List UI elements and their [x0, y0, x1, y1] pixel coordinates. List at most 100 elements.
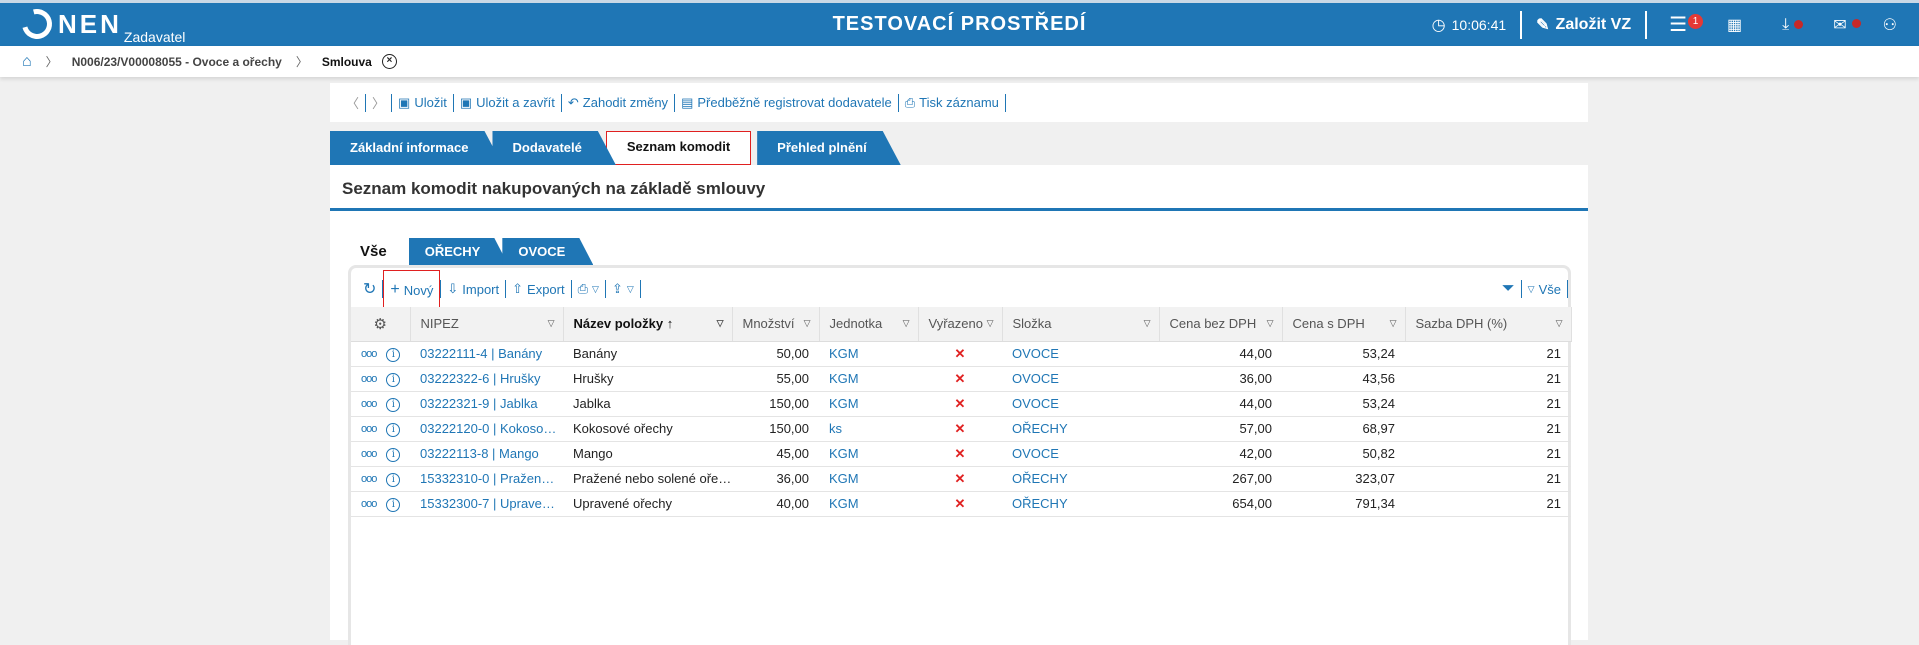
more-icon[interactable]: ooo [361, 498, 377, 510]
download-button[interactable]: ⤓ [1760, 16, 1811, 34]
category-link[interactable]: OVOCE [1002, 391, 1159, 417]
more-icon[interactable]: ooo [361, 423, 377, 435]
vat-rate: 21 [1405, 341, 1571, 367]
table-row[interactable]: ooo i 15332300-7 | Uprave… Upravené ořechy 4… [351, 491, 1571, 517]
column-header-nazev[interactable]: Název položky ↑ ▽ [563, 307, 733, 342]
nipez-link[interactable]: 03222322-6 | Hrušky [410, 366, 563, 392]
download-icon: ⤓ [1782, 15, 1790, 33]
quantity: 150,00 [732, 391, 819, 417]
nipez-link[interactable]: 03222111-4 | Banány [410, 341, 563, 367]
item-name: Kokosové ořechy [563, 416, 732, 442]
mail-button[interactable]: ✉ [1811, 15, 1868, 35]
discard-button[interactable]: ↶ Zahodit změny [562, 95, 674, 111]
user-button[interactable]: ⚇ [1869, 15, 1919, 35]
breadcrumb-item[interactable]: N006/23/V00008055 - Ovoce a ořechy [71, 54, 282, 69]
filter-caret-icon: ▽ [986, 318, 994, 328]
category-link[interactable]: OVOCE [1002, 366, 1159, 392]
info-icon[interactable]: i [386, 398, 401, 412]
divider [382, 280, 384, 298]
home-icon[interactable]: ⌂ [22, 52, 32, 70]
info-icon[interactable]: i [386, 348, 401, 362]
print-dropdown[interactable]: ⎙ ▽ [572, 274, 605, 304]
forward-icon[interactable]: 〉 [372, 96, 386, 111]
category-link[interactable]: OVOCE [1002, 341, 1159, 367]
category-link[interactable]: OŘECHY [1002, 416, 1159, 442]
subtab-ovoce[interactable]: OVOCE [502, 238, 593, 265]
undo-icon: ↶ [567, 94, 579, 110]
excluded-icon: ✕ [918, 416, 1002, 442]
info-icon[interactable]: i [386, 473, 401, 487]
save-button[interactable]: ▣ Uložit [392, 95, 453, 111]
tab-zakladni-informace[interactable]: Základní informace [330, 131, 502, 165]
menu-button[interactable]: ☰ 1 [1647, 12, 1709, 37]
view-dropdown[interactable]: ▽ Vše [1522, 274, 1567, 304]
discard-label: Zahodit změny [582, 95, 669, 110]
more-icon[interactable]: ooo [361, 348, 377, 360]
nipez-link[interactable]: 03222120-0 | Kokoso… [410, 416, 563, 442]
export-button[interactable]: ⇧ Export [506, 274, 570, 304]
create-vz-button[interactable]: ✎ Založit VZ [1522, 15, 1645, 35]
import-button[interactable]: ⇩ Import [441, 274, 505, 304]
prereg-button[interactable]: ▤ Předběžně registrovat dodavatele [675, 95, 898, 111]
column-header-slozka[interactable]: Složka ▽ [1002, 307, 1160, 342]
price-with-vat: 68,97 [1282, 416, 1405, 442]
plus-icon: + [390, 281, 400, 298]
column-header-nipez[interactable]: NIPEZ ▽ [410, 307, 564, 342]
subtab-orechy[interactable]: OŘECHY [409, 238, 509, 265]
time-text: 10:06:41 [1451, 16, 1507, 33]
table-row[interactable]: ooo i 03222322-6 | Hrušky Hrušky 55,00 KGM ✕ OV… [351, 366, 1571, 392]
tab-seznam-komodit[interactable]: Seznam komodit [605, 131, 752, 165]
nen-logo[interactable]: NEN Zadavatel [16, 3, 185, 45]
table-row[interactable]: ooo i 03222111-4 | Banány Banány 50,00 KGM ✕ OV… [351, 341, 1571, 367]
refresh-icon[interactable]: ↻ [363, 281, 377, 298]
divider [365, 93, 367, 112]
more-icon[interactable]: ooo [361, 473, 377, 485]
close-icon[interactable]: × [381, 54, 397, 69]
table-row[interactable]: ooo i 03222321-9 | Jablka Jablka 150,00 KGM ✕ O… [351, 391, 1571, 417]
row-actions: ooo i [351, 491, 410, 517]
nipez-link[interactable]: 15332300-7 | Uprave… [410, 491, 563, 517]
print-label: Tisk záznamu [919, 95, 999, 110]
column-header-sazba-dph[interactable]: Sazba DPH (%) ▽ [1405, 307, 1572, 342]
quantity: 55,00 [732, 366, 819, 392]
price-without-vat: 44,00 [1159, 341, 1282, 367]
more-icon[interactable]: ooo [361, 398, 377, 410]
table-row[interactable]: ooo i 03222113-8 | Mango Mango 45,00 KGM ✕ OVOC… [351, 441, 1571, 467]
calendar-button[interactable]: ▦ [1709, 15, 1760, 35]
category-link[interactable]: OŘECHY [1002, 466, 1159, 492]
filter-icon[interactable]: ⏷ [1501, 280, 1515, 297]
info-icon[interactable]: i [386, 498, 401, 512]
alert-dot [1851, 18, 1861, 28]
table-row[interactable]: ooo i 15332310-0 | Pražen… Pražené nebo sol… [351, 466, 1571, 492]
new-button[interactable]: + Nový [383, 270, 441, 310]
column-header-cena-s-dph[interactable]: Cena s DPH ▽ [1282, 307, 1406, 342]
column-header-jednotka[interactable]: Jednotka ▽ [819, 307, 919, 342]
back-icon[interactable]: 〈 [346, 96, 360, 111]
info-icon[interactable]: i [386, 373, 401, 387]
item-name: Mango [563, 441, 732, 467]
print-button[interactable]: ⎙ Tisk záznamu [899, 95, 1005, 111]
commodity-table: ⚙ NIPEZ ▽ Název položky ↑ ▽ Množství ▽ Jedn… [351, 307, 1572, 517]
column-header-cena-bez-dph[interactable]: Cena bez DPH ▽ [1159, 307, 1283, 342]
info-icon[interactable]: i [386, 448, 401, 462]
more-icon[interactable]: ooo [361, 373, 377, 385]
category-link[interactable]: OŘECHY [1002, 491, 1159, 517]
subtab-vse[interactable]: Vše [348, 238, 409, 265]
nipez-link[interactable]: 03222321-9 | Jablka [410, 391, 563, 417]
more-icon[interactable]: ooo [361, 448, 377, 460]
item-name: Pražené nebo solené oře… [563, 466, 732, 492]
tab-dodavatele[interactable]: Dodavatelé [492, 131, 615, 165]
save-close-button[interactable]: ▣ Uložit a zavřít [454, 95, 561, 111]
info-icon[interactable]: i [386, 423, 401, 437]
new-label: Nový [403, 282, 434, 298]
nipez-link[interactable]: 15332310-0 | Pražen… [410, 466, 563, 492]
column-header-vyrazeno[interactable]: Vyřazeno ▽ [918, 307, 1003, 342]
table-row[interactable]: ooo i 03222120-0 | Kokoso… Kokosové ořechy 1… [351, 416, 1571, 442]
column-header-mnozstvi[interactable]: Množství ▽ [732, 307, 820, 342]
column-settings-icon[interactable]: ⚙ [351, 307, 411, 342]
tab-prehled-plneni[interactable]: Přehled plnění [757, 131, 901, 165]
user-icon: ⚇ [1882, 16, 1897, 34]
share-dropdown[interactable]: ⇪ ▽ [606, 274, 640, 304]
category-link[interactable]: OVOCE [1002, 441, 1159, 467]
nipez-link[interactable]: 03222113-8 | Mango [410, 441, 563, 467]
